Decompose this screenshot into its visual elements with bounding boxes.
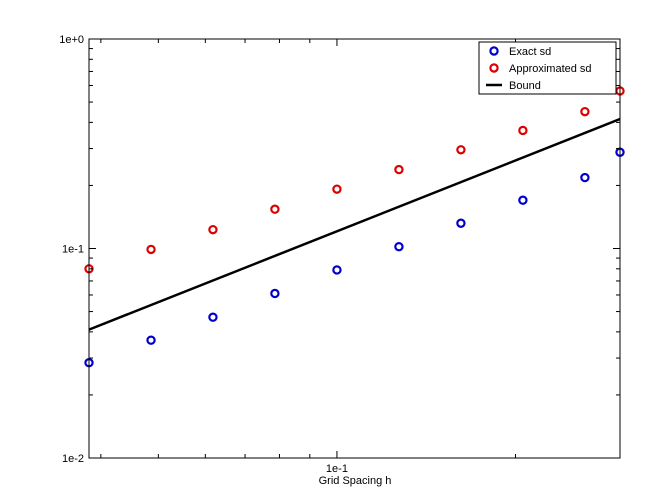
legend-label: Exact sd: [509, 46, 551, 58]
point-series2-3: [208, 224, 218, 235]
point-series1-5: [332, 265, 342, 275]
point-series2-7: [456, 145, 466, 155]
y-tick-label: 1e+0: [59, 34, 84, 46]
point-series2-6: [394, 164, 404, 175]
point-series1-9: [580, 172, 590, 183]
ticks-layer: 1e-2 1e-1 1e+0 1e-1: [59, 34, 621, 475]
point-series2-8: [518, 125, 528, 136]
point-series1-2: [146, 335, 156, 345]
legend-box: [478, 41, 617, 95]
x-tick-label: 1e-1: [326, 463, 348, 475]
point-series1-4: [270, 288, 280, 299]
legend: Exact sd Approximated sd Bound: [478, 41, 617, 95]
point-series1-3: [208, 312, 218, 322]
legend-swatch-marker: [489, 63, 499, 73]
point-series2-9: [580, 106, 590, 117]
y-tick-label: 1e-1: [62, 244, 84, 256]
plot-area: [89, 39, 620, 458]
point-series2-4: [270, 204, 280, 214]
x-axis-title: Grid Spacing h: [319, 475, 392, 487]
point-series1-7: [456, 218, 466, 228]
point-series1-8: [518, 195, 528, 205]
point-series2-2: [146, 244, 156, 255]
point-series2-5: [332, 184, 342, 194]
legend-label: Bound: [509, 80, 541, 92]
legend-items: Exact sd Approximated sd Bound: [486, 46, 592, 92]
legend-label: Approximated sd: [509, 63, 592, 75]
series-line-3: [88, 117, 621, 331]
y-tick-label: 1e-2: [62, 453, 84, 465]
legend-swatch-marker: [489, 46, 499, 56]
point-series1-6: [394, 241, 404, 252]
